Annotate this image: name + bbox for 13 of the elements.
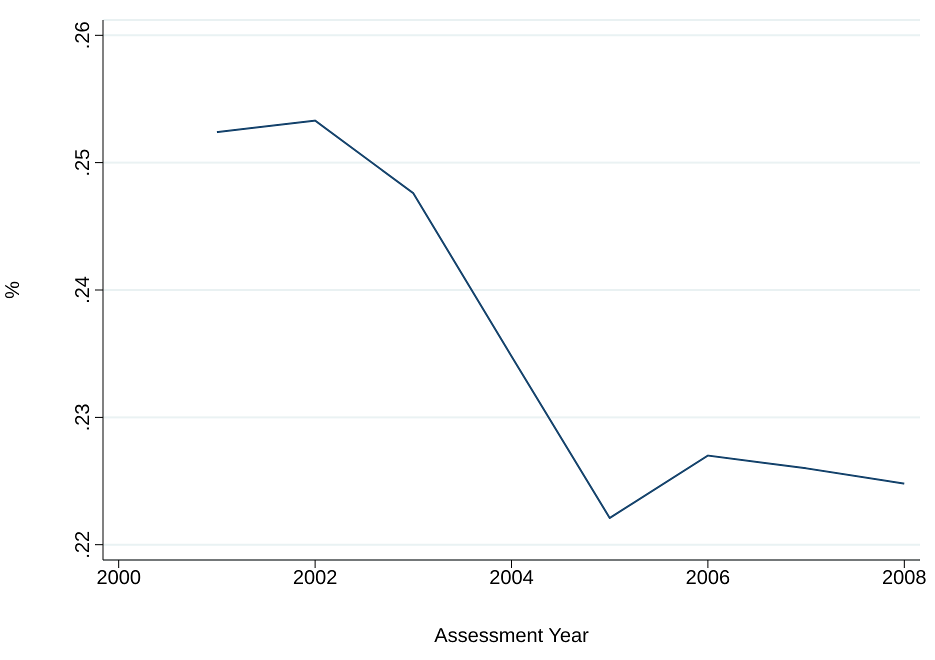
y-tick-label: .22 bbox=[72, 530, 94, 559]
y-tick-label: .24 bbox=[72, 276, 94, 304]
x-tick-label: 2004 bbox=[489, 567, 534, 590]
y-axis-title: % bbox=[2, 280, 24, 299]
y-tick-label: .25 bbox=[72, 148, 94, 177]
y-tick-label: .23 bbox=[72, 403, 94, 432]
x-axis-title: Assessment Year bbox=[434, 625, 590, 647]
x-tick-label: 2006 bbox=[686, 567, 730, 590]
x-tick-label: 2000 bbox=[96, 567, 141, 590]
x-tick-label: 2002 bbox=[292, 567, 338, 590]
x-tick-label: 2008 bbox=[882, 567, 927, 590]
y-tick-label: .26 bbox=[72, 21, 94, 50]
line-series bbox=[216, 120, 906, 519]
